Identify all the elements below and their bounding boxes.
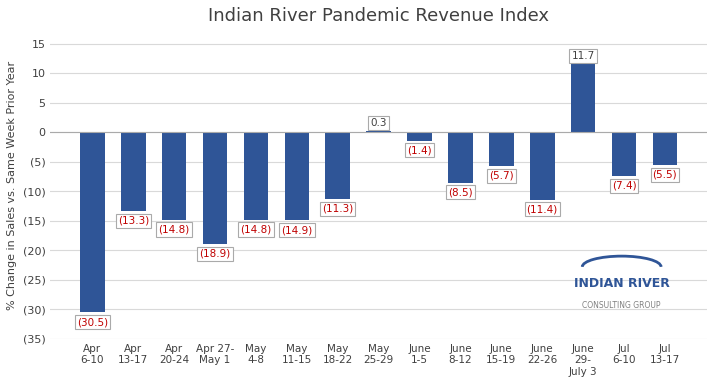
Bar <box>612 132 636 176</box>
Bar <box>653 132 677 165</box>
Text: (14.9): (14.9) <box>281 225 313 235</box>
Text: (30.5): (30.5) <box>77 317 108 327</box>
Text: INDIAN RIVER: INDIAN RIVER <box>574 277 670 290</box>
Bar <box>366 131 391 132</box>
Bar <box>285 132 309 220</box>
Bar <box>489 132 513 166</box>
Text: CONSULTING GROUP: CONSULTING GROUP <box>583 301 661 310</box>
Bar <box>203 132 227 244</box>
Text: (11.4): (11.4) <box>527 204 558 214</box>
Title: Indian River Pandemic Revenue Index: Indian River Pandemic Revenue Index <box>208 7 549 25</box>
Text: (5.7): (5.7) <box>489 171 513 181</box>
Text: (8.5): (8.5) <box>448 187 473 197</box>
Text: (18.9): (18.9) <box>199 249 231 259</box>
Text: 0.3: 0.3 <box>371 118 387 128</box>
Bar <box>530 132 555 200</box>
Bar <box>448 132 473 182</box>
Text: (1.4): (1.4) <box>407 146 432 156</box>
Text: 11.7: 11.7 <box>571 51 595 61</box>
Bar <box>243 132 268 220</box>
Text: (13.3): (13.3) <box>118 216 149 226</box>
Bar <box>407 132 432 141</box>
Y-axis label: % Change in Sales vs. Same Week Prior Year: % Change in Sales vs. Same Week Prior Ye… <box>7 61 17 310</box>
Text: (14.8): (14.8) <box>241 225 271 235</box>
Bar <box>121 132 146 211</box>
Text: (5.5): (5.5) <box>653 170 678 180</box>
Bar <box>162 132 186 220</box>
Text: (11.3): (11.3) <box>322 204 353 214</box>
Text: (7.4): (7.4) <box>612 181 636 191</box>
Bar <box>571 63 595 132</box>
Bar <box>80 132 105 313</box>
Bar <box>326 132 350 199</box>
Text: (14.8): (14.8) <box>159 225 190 235</box>
